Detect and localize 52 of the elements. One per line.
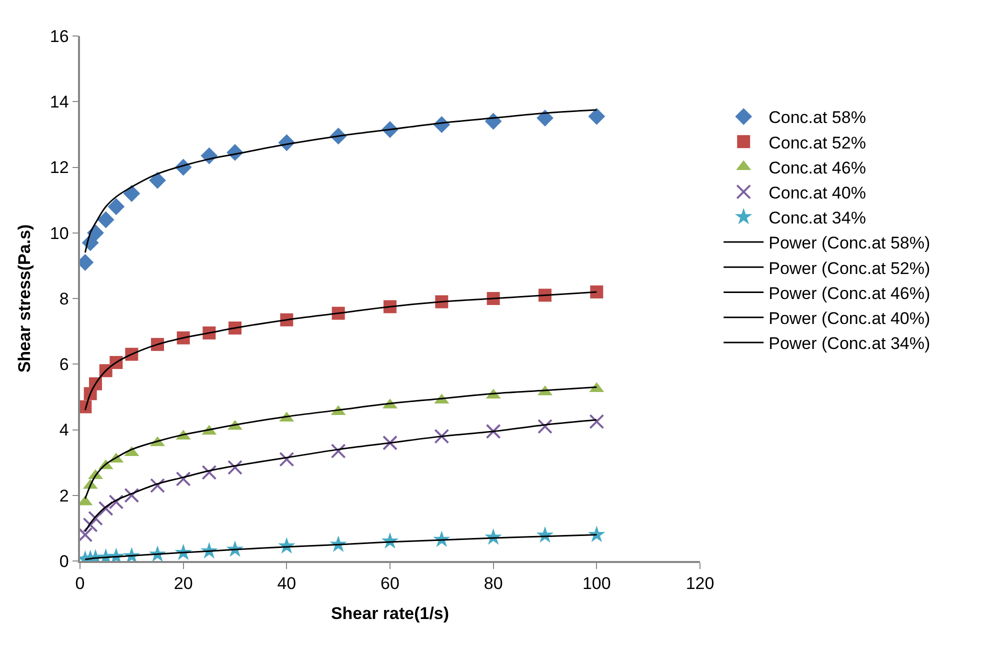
y-tick-label: 2 — [59, 486, 69, 506]
y-tick-label: 6 — [59, 355, 69, 374]
x-tick-label: 80 — [484, 574, 503, 594]
x-tick-label: 120 — [686, 574, 714, 594]
legend-label: Conc.at 34% — [768, 208, 866, 228]
point — [98, 501, 114, 516]
point — [588, 526, 606, 542]
point — [382, 435, 398, 450]
point — [108, 494, 124, 510]
y-tick-label: 10 — [50, 224, 69, 243]
y-tick-label: 16 — [50, 26, 69, 46]
legend-label: Conc.at 46% — [768, 158, 866, 178]
legend-label: Power (Conc.at 58%) — [768, 234, 930, 253]
point — [330, 444, 346, 459]
line-series — [84, 419, 598, 532]
y-tick-label: 4 — [59, 420, 69, 440]
x-axis-title: Shear rate(1/s) — [330, 604, 450, 624]
point — [228, 460, 242, 475]
point — [124, 488, 140, 503]
legend-label: Power (Conc.at 34%) — [768, 334, 930, 354]
x-tick-label: 20 — [174, 574, 193, 594]
point — [97, 211, 114, 228]
point — [88, 510, 103, 526]
point — [202, 464, 217, 480]
point — [588, 108, 606, 125]
y-tick-label: 14 — [50, 92, 69, 112]
y-tick-label: 12 — [50, 158, 69, 178]
legend-label: Power (Conc.at 46%) — [768, 284, 930, 303]
y-tick-label: 0 — [59, 552, 69, 571]
legend-label: Power (Conc.at 52%) — [768, 258, 930, 278]
x-tick-label: 100 — [582, 574, 611, 594]
y-axis-title: Shear stress(Pa.s) — [14, 224, 34, 373]
y-tick-label: 8 — [59, 289, 69, 308]
legend-label: Power (Conc.at 40%) — [768, 308, 930, 328]
point — [434, 428, 450, 444]
point — [149, 172, 166, 189]
point — [108, 198, 125, 216]
point — [123, 185, 140, 202]
point — [590, 285, 604, 298]
point — [279, 452, 294, 467]
legend-label: Conc.at 52% — [768, 133, 866, 152]
point — [82, 517, 98, 532]
point — [150, 478, 165, 494]
x-tick-label: 40 — [277, 574, 296, 594]
legend-label: Conc.at 58% — [768, 108, 866, 128]
point — [538, 418, 552, 434]
point — [176, 471, 191, 486]
legend-label: Conc.at 40% — [768, 183, 866, 202]
x-tick-label: 60 — [380, 574, 400, 594]
point — [589, 414, 604, 430]
point — [486, 424, 501, 439]
x-tick-label: 0 — [75, 574, 85, 594]
